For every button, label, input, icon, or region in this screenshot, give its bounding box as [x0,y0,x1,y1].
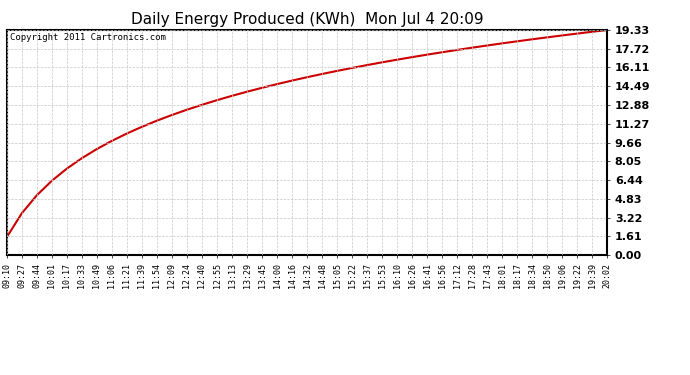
Text: Copyright 2011 Cartronics.com: Copyright 2011 Cartronics.com [10,33,166,42]
Title: Daily Energy Produced (KWh)  Mon Jul 4 20:09: Daily Energy Produced (KWh) Mon Jul 4 20… [130,12,484,27]
